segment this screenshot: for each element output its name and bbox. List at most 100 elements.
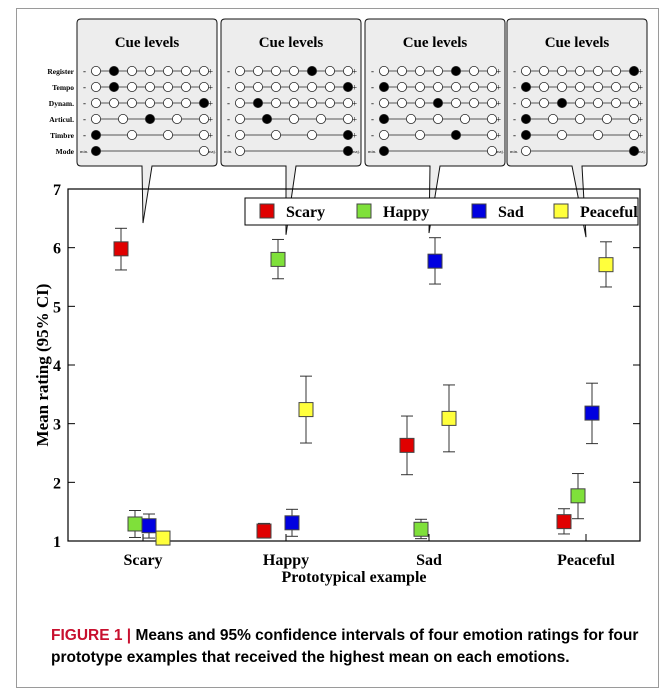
cue-level-option (575, 66, 586, 77)
cue-level-option (127, 82, 138, 93)
cue-level-option (306, 130, 317, 141)
cue-level-option (144, 98, 155, 109)
cue-minus-label: - (227, 98, 230, 108)
x-axis-title: Prototypical example (281, 569, 426, 586)
cue-level-option (378, 66, 389, 77)
y-axis-title: Mean rating (95% CI) (33, 284, 52, 447)
cue-level-option (450, 82, 461, 93)
cue-level-selected (306, 66, 317, 77)
figure-svg: Cue levels - + - + - + - + - + min. maj. Register Temp… (33, 18, 648, 586)
data-point-peaceful (298, 402, 314, 418)
cue-level-selected (91, 130, 102, 141)
cue-level-option (270, 66, 281, 77)
cue-level-option (252, 66, 263, 77)
cue-minus-label: - (227, 82, 230, 92)
cue-plus-label: + (496, 115, 501, 125)
legend-label: Peaceful (580, 204, 638, 221)
cue-level-option (611, 98, 622, 109)
y-tick-label: 5 (53, 299, 61, 316)
cue-level-selected (342, 82, 353, 93)
cue-panel: Cue levels - + - + - + - + - + min. maj. (506, 18, 648, 238)
cue-level-option (378, 130, 389, 141)
cue-plus-label: + (352, 115, 357, 125)
cue-level-selected (629, 66, 640, 77)
data-point-scary (256, 523, 272, 539)
legend: Scary Happy Sad Peaceful (244, 197, 639, 226)
cue-level-option (118, 114, 129, 125)
cue-level-selected (450, 66, 461, 77)
cue-mode-maj-label: maj. (496, 149, 504, 154)
cue-panel-title: Cue levels (545, 35, 610, 51)
cue-panel-title: Cue levels (403, 35, 468, 51)
cue-level-option (468, 82, 479, 93)
cue-mode-maj-label: maj. (638, 149, 646, 154)
cue-level-option (315, 114, 326, 125)
cue-level-option (432, 82, 443, 93)
cue-plus-label: + (208, 67, 213, 77)
legend-swatch (553, 203, 569, 219)
cue-level-option (324, 66, 335, 77)
y-tick-label: 1 (53, 534, 61, 551)
caption-text: Means and 95% confidence intervals of fo… (51, 627, 639, 666)
cue-level-option (539, 66, 550, 77)
cue-level-option (593, 66, 604, 77)
cue-level-option (324, 82, 335, 93)
cue-level-option (234, 130, 245, 141)
data-point-scary (113, 241, 129, 257)
cue-level-selected (198, 98, 209, 109)
chart: 1 2 3 4 5 6 7 Scary Happy Sad Peaceful Scary Happy… (33, 182, 641, 586)
cue-panel: Cue levels - + - + - + - + - + min. maj. (220, 18, 362, 235)
cue-level-option (144, 82, 155, 93)
cue-level-option (234, 82, 245, 93)
cue-level-option (520, 145, 531, 156)
cue-level-option (198, 130, 209, 141)
cue-level-selected (144, 114, 155, 125)
data-point-scary (556, 514, 572, 530)
data-point-sad (427, 253, 443, 269)
cue-level-option (557, 130, 568, 141)
cue-plus-label: + (496, 131, 501, 141)
cue-level-option (270, 82, 281, 93)
cue-row-label: Timbre (50, 131, 75, 140)
cue-level-option (234, 66, 245, 77)
cue-minus-label: - (83, 130, 86, 140)
cue-level-option (180, 82, 191, 93)
cue-level-option (109, 98, 120, 109)
data-point-happy (270, 251, 286, 267)
cue-minus-label: - (83, 66, 86, 76)
cue-plus-label: + (638, 99, 643, 109)
cue-level-option (180, 98, 191, 109)
cue-mode-min-label: min. (368, 149, 376, 154)
cue-level-option (127, 98, 138, 109)
cue-level-option (288, 114, 299, 125)
legend-swatch (356, 203, 372, 219)
cue-level-option (91, 114, 102, 125)
cue-minus-label: - (83, 98, 86, 108)
data-point-sad (141, 518, 157, 534)
y-tick-label: 6 (53, 241, 61, 258)
plot-area (67, 188, 641, 542)
cue-plus-label: + (352, 131, 357, 141)
cue-level-option (450, 98, 461, 109)
data-marks (113, 227, 614, 546)
cue-level-option (629, 98, 640, 109)
cue-level-option (396, 66, 407, 77)
cue-plus-label: + (638, 67, 643, 77)
cue-level-selected (450, 130, 461, 141)
cue-minus-label: - (513, 98, 516, 108)
cue-level-option (162, 66, 173, 77)
cue-level-option (162, 82, 173, 93)
cue-minus-label: - (227, 66, 230, 76)
legend-swatch (471, 203, 487, 219)
cue-level-option (539, 82, 550, 93)
y-tick-label: 3 (53, 417, 61, 434)
cue-level-option (611, 66, 622, 77)
cue-level-option (144, 66, 155, 77)
data-point-happy (413, 521, 429, 537)
cue-level-option (520, 66, 531, 77)
cue-level-option (234, 114, 245, 125)
cue-level-option (557, 82, 568, 93)
data-point-happy (570, 488, 586, 504)
cue-level-option (459, 114, 470, 125)
cue-level-option (414, 98, 425, 109)
